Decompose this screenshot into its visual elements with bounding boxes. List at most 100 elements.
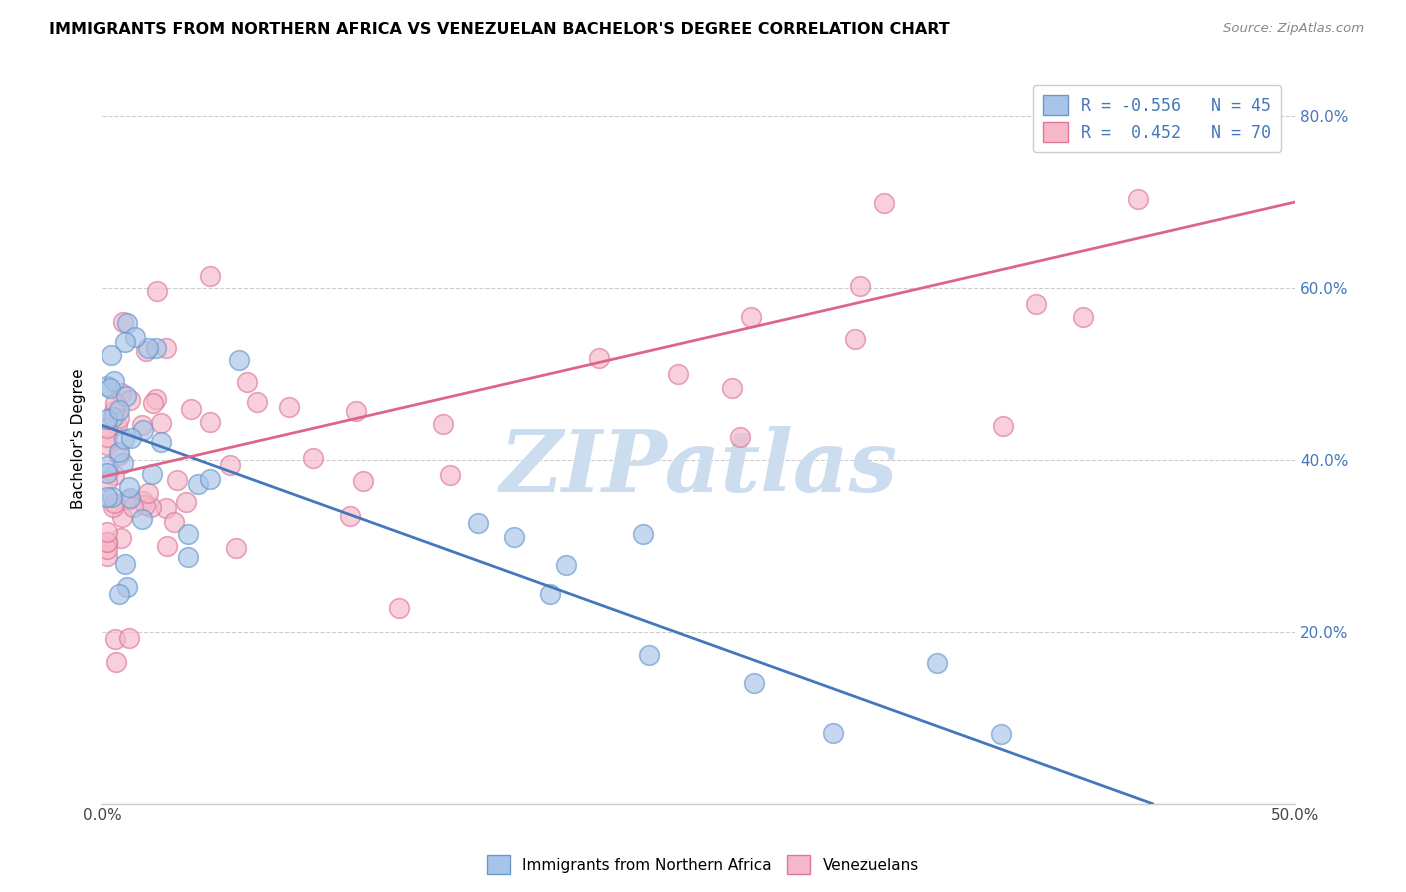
Point: [112, 432, 135, 446]
Point: [111, 456, 134, 470]
Point: [339, 509, 361, 524]
Point: [103, 374, 125, 388]
Point: [1073, 310, 1095, 324]
Point: [180, 402, 202, 417]
Point: [121, 500, 143, 514]
Point: [177, 527, 200, 541]
Point: [108, 586, 131, 600]
Point: [467, 516, 489, 530]
Point: [225, 541, 247, 555]
Point: [155, 500, 177, 515]
Point: [96, 420, 118, 434]
Point: [990, 727, 1012, 741]
Point: [873, 196, 896, 211]
Point: [103, 467, 125, 482]
Point: [104, 632, 127, 647]
Point: [145, 341, 167, 355]
Point: [105, 655, 128, 669]
Point: [844, 332, 866, 346]
Point: [135, 343, 157, 358]
Point: [637, 648, 659, 663]
Point: [96, 525, 118, 540]
Point: [388, 601, 411, 615]
Point: [96, 490, 118, 504]
Point: [96, 379, 118, 393]
Point: [132, 423, 155, 437]
Point: [163, 516, 186, 530]
Point: [187, 476, 209, 491]
Text: IMMIGRANTS FROM NORTHERN AFRICA VS VENEZUELAN BACHELOR'S DEGREE CORRELATION CHAR: IMMIGRANTS FROM NORTHERN AFRICA VS VENEZ…: [49, 22, 950, 37]
Point: [96, 549, 118, 563]
Point: [720, 381, 742, 395]
Point: [631, 526, 654, 541]
Point: [117, 631, 139, 645]
Point: [110, 531, 132, 545]
Point: [114, 557, 136, 571]
Point: [302, 451, 325, 466]
Point: [118, 491, 141, 506]
Point: [96, 474, 118, 488]
Point: [198, 268, 221, 283]
Point: [111, 315, 134, 329]
Point: [131, 512, 153, 526]
Point: [228, 352, 250, 367]
Point: [278, 400, 301, 414]
Point: [100, 348, 122, 362]
Point: [124, 329, 146, 343]
Legend: R = -0.556   N = 45, R =  0.452   N = 70: R = -0.556 N = 45, R = 0.452 N = 70: [1033, 85, 1281, 153]
Point: [100, 381, 122, 395]
Legend: Immigrants from Northern Africa, Venezuelans: Immigrants from Northern Africa, Venezue…: [481, 849, 925, 880]
Point: [198, 473, 221, 487]
Point: [588, 351, 610, 365]
Point: [352, 474, 374, 488]
Point: [991, 418, 1014, 433]
Point: [149, 435, 172, 450]
Point: [219, 458, 242, 473]
Point: [96, 542, 118, 557]
Point: [115, 389, 138, 403]
Point: [108, 445, 131, 459]
Point: [439, 468, 461, 483]
Point: [502, 530, 524, 544]
Point: [145, 392, 167, 406]
Point: [666, 367, 689, 381]
Point: [728, 430, 751, 444]
Point: [849, 279, 872, 293]
Point: [155, 341, 177, 355]
Point: [107, 403, 129, 417]
Text: ZIPatlas: ZIPatlas: [499, 425, 898, 509]
Point: [96, 466, 118, 480]
Y-axis label: Bachelor's Degree: Bachelor's Degree: [72, 368, 86, 508]
Point: [111, 510, 134, 524]
Point: [142, 396, 165, 410]
Point: [344, 404, 367, 418]
Point: [108, 448, 131, 462]
Point: [96, 458, 118, 473]
Point: [103, 404, 125, 418]
Point: [101, 500, 124, 514]
Point: [120, 393, 142, 408]
Point: [115, 581, 138, 595]
Point: [236, 376, 259, 390]
Point: [136, 341, 159, 355]
Point: [139, 500, 162, 514]
Point: [174, 494, 197, 508]
Point: [177, 549, 200, 564]
Point: [110, 386, 132, 401]
Point: [96, 430, 118, 444]
Point: [115, 316, 138, 330]
Point: [150, 417, 173, 431]
Point: [136, 486, 159, 500]
Point: [131, 493, 153, 508]
Point: [1128, 193, 1150, 207]
Point: [96, 535, 118, 549]
Point: [156, 540, 179, 554]
Point: [103, 409, 125, 424]
Point: [555, 558, 578, 573]
Point: [118, 480, 141, 494]
Point: [131, 417, 153, 432]
Point: [96, 411, 118, 425]
Point: [117, 492, 139, 507]
Point: [146, 284, 169, 298]
Text: Source: ZipAtlas.com: Source: ZipAtlas.com: [1223, 22, 1364, 36]
